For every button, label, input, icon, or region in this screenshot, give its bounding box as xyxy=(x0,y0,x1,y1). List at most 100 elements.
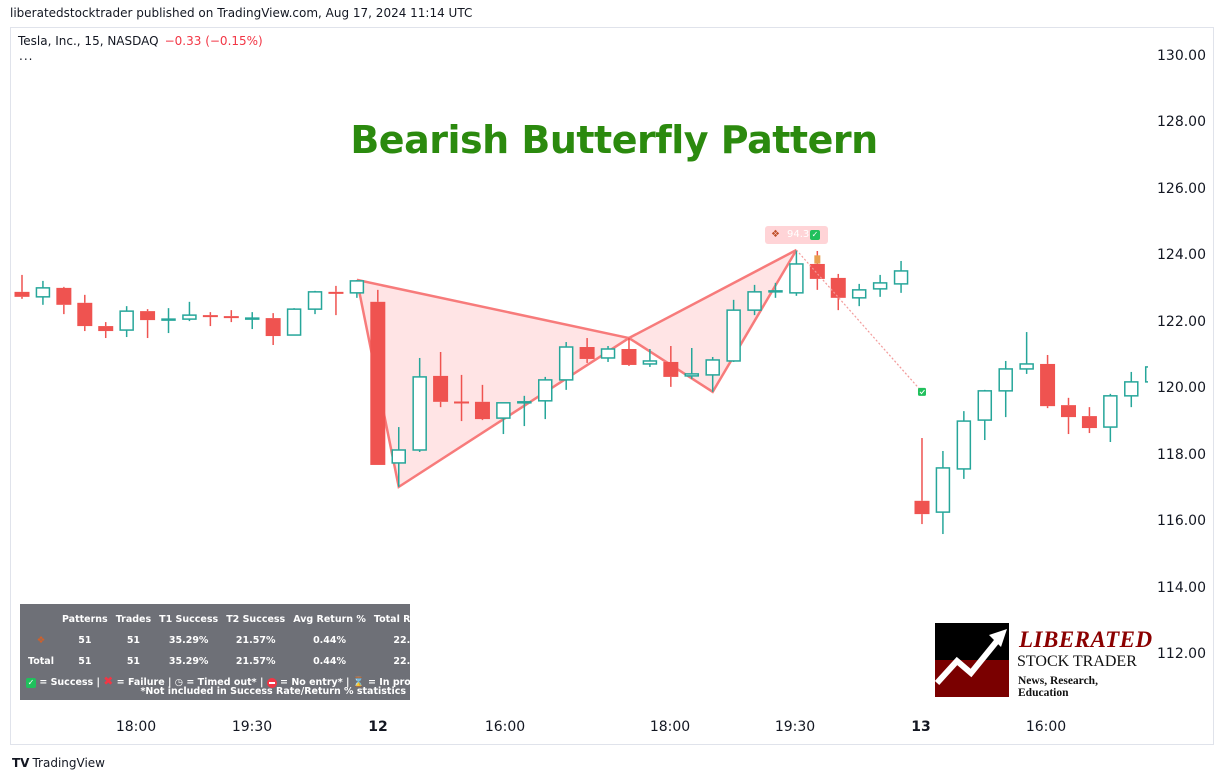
candle-up xyxy=(307,290,323,315)
candle-body xyxy=(412,376,427,451)
candle-body xyxy=(956,420,972,470)
arrow-up-icon xyxy=(935,629,1007,686)
candle-body xyxy=(56,287,72,305)
legend-failure: = Failure | xyxy=(116,677,172,688)
price-tick-label: 122.00 xyxy=(1157,313,1206,330)
legend-success: = Success | xyxy=(39,677,100,688)
candle-body xyxy=(600,348,616,359)
candle-up xyxy=(768,282,783,298)
time-tick-label: 16:00 xyxy=(484,719,526,735)
candle-body xyxy=(914,500,930,515)
target-dotted-line xyxy=(795,249,923,393)
check-icon: ✓ xyxy=(810,230,820,240)
candle-body xyxy=(579,347,595,359)
price-tick-label: 120.00 xyxy=(1157,380,1206,397)
candle-down xyxy=(265,313,281,346)
candle-down xyxy=(433,351,449,408)
pattern-layer xyxy=(355,248,798,489)
candle-up xyxy=(851,283,867,307)
stats-row: ❖ 51 51 35.29% 21.57% 0.44% 22.24% xyxy=(24,630,456,651)
candle-down xyxy=(140,309,156,339)
candle-up xyxy=(998,360,1013,418)
candle-body xyxy=(789,263,804,294)
candle-down xyxy=(14,274,30,299)
time-tick-label: 18:00 xyxy=(115,719,157,735)
candle-body xyxy=(1081,416,1097,429)
time-tick-label: 13 xyxy=(911,719,931,735)
candle-body xyxy=(1144,366,1148,383)
candle-down xyxy=(202,312,218,327)
candle-up xyxy=(496,402,511,435)
candle-body xyxy=(244,317,260,320)
candle-body xyxy=(872,282,888,290)
candle-down xyxy=(621,338,637,366)
candle-body xyxy=(496,402,511,419)
time-tick-label: 16:00 xyxy=(1025,719,1067,735)
candle-down xyxy=(98,322,114,339)
butterfly-icon: ❖ xyxy=(36,635,46,646)
price-tick-label: 130.00 xyxy=(1157,48,1206,64)
stats-row: Total 51 51 35.29% 21.57% 0.44% 22.24% xyxy=(24,651,456,672)
check-mark xyxy=(919,389,925,395)
stats-cell: 35.29% xyxy=(168,635,209,646)
candle-up xyxy=(600,346,616,362)
candle-body xyxy=(538,379,553,402)
candle-body xyxy=(977,390,993,421)
candle-up xyxy=(789,250,804,296)
hourglass-icon: ⌛ xyxy=(352,677,365,688)
candles xyxy=(14,250,1148,535)
chart-title: Bearish Butterfly Pattern xyxy=(350,118,878,162)
stats-row-label: Total xyxy=(28,656,54,667)
candle-body xyxy=(851,289,867,299)
overlay-layer xyxy=(795,249,926,396)
candle-body xyxy=(391,449,406,464)
time-tick-label: 19:30 xyxy=(231,719,273,735)
candle-body xyxy=(328,291,344,294)
price-tick-label: 126.00 xyxy=(1157,180,1206,197)
candle-body xyxy=(370,301,386,465)
candle-body xyxy=(809,263,825,279)
candle-up xyxy=(244,312,260,330)
stats-header: T1 Success xyxy=(159,614,219,625)
stats-table: Patterns Trades T1 Success T2 Success Av… xyxy=(20,604,452,700)
candle-body xyxy=(1124,381,1139,397)
pattern-label[interactable]: ❖ 94.3 ✓ xyxy=(765,226,828,244)
candle-body xyxy=(642,360,658,365)
candle-body xyxy=(558,346,574,381)
candle-up xyxy=(538,376,553,420)
candle-body xyxy=(98,326,114,332)
time-tick-label: 12 xyxy=(368,719,388,735)
candle-down xyxy=(454,374,470,422)
pattern-score: 94.3 xyxy=(787,229,810,240)
candle-body xyxy=(768,290,783,293)
candle-up xyxy=(956,411,972,479)
more-button[interactable]: ... xyxy=(19,49,34,63)
entry-marker xyxy=(814,255,821,264)
candle-body xyxy=(474,401,490,420)
candle-body xyxy=(935,467,951,513)
stats-header: Trades xyxy=(115,614,152,625)
candle-up xyxy=(161,308,176,334)
candle-body xyxy=(265,318,281,337)
stats-legend: ✓ = Success | ✖ = Failure | ◷ = Timed ou… xyxy=(26,674,445,688)
pattern-xb-line xyxy=(356,278,630,340)
tradingview-footer[interactable]: TV TradingView xyxy=(12,756,105,770)
stats-header: Patterns xyxy=(61,614,108,625)
stats-cell: 51 xyxy=(78,635,92,646)
stats-cell: 21.57% xyxy=(235,635,276,646)
candle-body xyxy=(77,302,93,327)
candle-up xyxy=(872,274,888,297)
candle-down xyxy=(328,285,344,316)
price-tick-label: 128.00 xyxy=(1157,114,1206,131)
legend-no-entry: = No entry* | xyxy=(280,677,350,688)
candle-down xyxy=(1081,407,1097,434)
candle-down xyxy=(223,310,239,323)
stats-cell: 51 xyxy=(126,656,141,667)
candle-body xyxy=(307,291,323,310)
stats-cell: 21.57% xyxy=(235,656,276,667)
symbol-legend[interactable]: Tesla, Inc., 15, NASDAQ −0.33 (−0.15%) xyxy=(18,34,263,48)
stats-header: T2 Success xyxy=(226,614,286,625)
stats-header: Total Return % xyxy=(373,614,453,625)
tradingview-logo-icon: TV xyxy=(12,756,30,770)
